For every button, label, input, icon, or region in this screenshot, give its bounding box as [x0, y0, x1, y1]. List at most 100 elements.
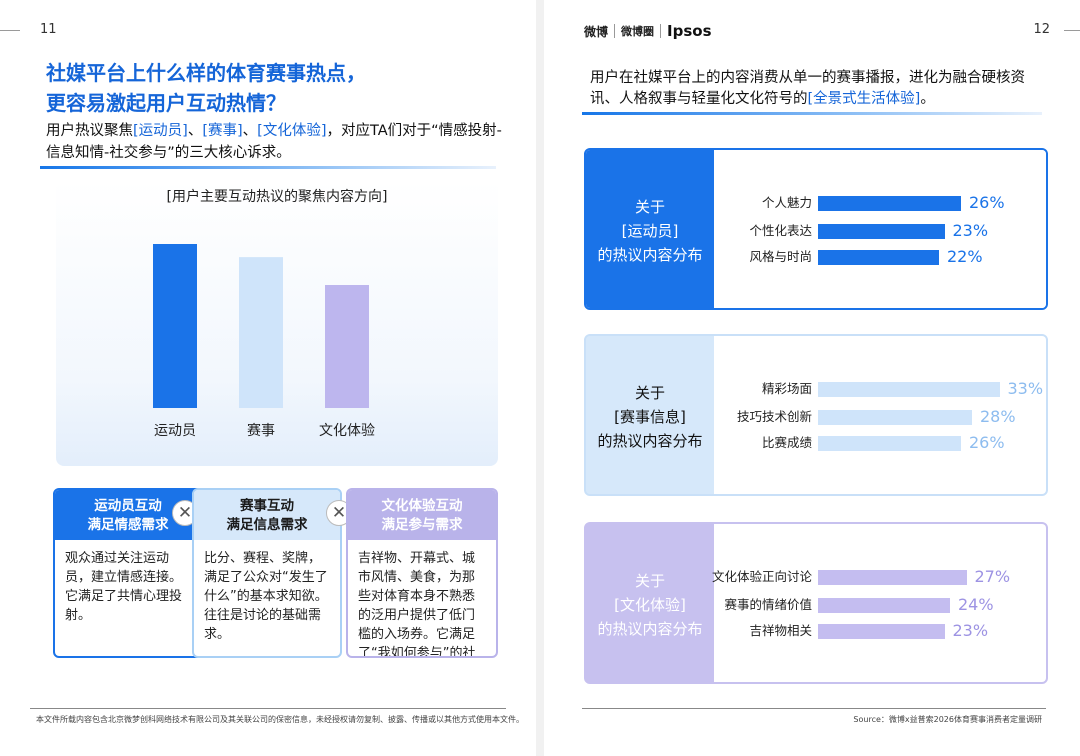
bar-1: [153, 244, 197, 408]
bar-row-value: 24%: [958, 595, 994, 614]
accent-rule-left: [40, 166, 496, 169]
box-body: 吉祥物、开幕式、城市风情、美食，为那些对体育本身不熟悉的泛用户提供了低门槛的入场…: [358, 551, 476, 658]
bar-row-bar: [818, 196, 961, 211]
bar-row: 个性化表达 23%: [714, 221, 1046, 240]
section-label-line-2: [赛事信息]: [614, 408, 686, 426]
source-footer: Source：微博x益普索2026体育赛事消费者定量调研: [853, 715, 1042, 724]
circle-logo: 微博圈: [621, 25, 655, 38]
logo-divider: [660, 24, 662, 38]
section-label-line-1: 关于: [634, 384, 665, 402]
bar-label-event: 赛事: [247, 423, 275, 439]
bar-row: 风格与时尚 22%: [714, 247, 1046, 266]
bar-row: 文化体验正向讨论 27%: [711, 567, 1046, 586]
subtitle-part-2: ，对应TA们对于“情感投射-信息知情-社交参与”的三大核心诉求。: [46, 123, 502, 161]
culture-interaction-box: 文化体验互动 满足参与需求 吉祥物、开幕式、城市风情、美食，为那些对体育本身不熟…: [346, 488, 498, 658]
bar-row: 个人魅力 26%: [714, 193, 1046, 212]
bar-row: 吉祥物相关 23%: [714, 621, 1046, 640]
bar-row: 技巧技术创新 28%: [714, 407, 1046, 426]
subtitle-part-1: 用户热议聚焦: [46, 123, 133, 139]
bar-row: 比赛成绩 26%: [714, 433, 1046, 452]
box-header: 文化体验互动 满足参与需求: [348, 490, 496, 540]
box-header-line-2: 满足情感需求: [87, 517, 169, 533]
bar-row-label: 文化体验正向讨论: [711, 569, 812, 584]
box-header-line-2: 满足信息需求: [226, 517, 308, 533]
box-header: 赛事互动 满足信息需求: [194, 490, 340, 540]
page-number-right: 12: [1033, 22, 1050, 37]
bar-row-bar: [818, 410, 972, 425]
box-header-line-1: 运动员互动: [94, 498, 162, 514]
accent-rule-right: [582, 112, 1042, 115]
bar-row-label: 赛事的情绪价值: [724, 597, 812, 612]
box-header: 运动员互动 满足情感需求: [55, 490, 201, 540]
event-interaction-box: 赛事互动 满足信息需求 比分、赛程、奖牌，满足了公众对“发生了什么”的基本求知欲…: [192, 488, 342, 658]
bar-2: [239, 257, 283, 408]
section-label: 关于 [文化体验] 的热议内容分布: [586, 524, 714, 682]
ipsos-logo: Ipsos: [667, 22, 712, 40]
bar-row-bar: [818, 250, 939, 265]
bar-row-value: 26%: [969, 433, 1005, 452]
top-rule-right: [1064, 30, 1080, 31]
bar-chart: [153, 244, 369, 408]
right-page: 微博 微博圈 Ipsos 12 用户在社媒平台上的内容消费从单一的赛事播报，进化…: [544, 0, 1080, 756]
bar-row-label: 技巧技术创新: [736, 409, 812, 424]
section-label-line-2: [文化体验]: [614, 596, 686, 614]
bar-label-culture: 文化体验: [319, 423, 375, 439]
bar-row: 精彩场面 33%: [714, 379, 1046, 398]
page-number-left: 11: [40, 22, 57, 37]
box-header-line-1: 文化体验互动: [381, 498, 463, 514]
bar-row-value: 33%: [1007, 379, 1044, 398]
bar-row-value: 27%: [974, 567, 1011, 586]
bar-row-bar: [818, 436, 961, 451]
desc-end: 。: [920, 91, 935, 107]
subtitle-sep-1: 、: [187, 123, 203, 139]
athlete-interaction-box: 运动员互动 满足情感需求 观众通过关注运动员，建立情感连接。它满足了共情心理投射…: [53, 488, 203, 658]
subtitle-sep-2: 、: [242, 123, 258, 139]
bar-row-bar: [818, 624, 945, 639]
title-line-2: 更容易激起用户互动热情？: [46, 91, 286, 115]
subtitle: 用户热议聚焦[运动员]、[赛事]、[文化体验]，对应TA们对于“情感投射-信息知…: [46, 120, 506, 164]
bar-chart-card: [用户主要互动热议的聚焦内容方向] 运动员 赛事 文化体验: [56, 180, 498, 466]
bar-3: [325, 285, 369, 408]
section-label-line-2: [运动员]: [621, 222, 679, 240]
tag-athlete: [运动员]: [133, 123, 188, 139]
section-label-line-1: 关于: [634, 572, 665, 590]
tag-event: [赛事]: [202, 123, 243, 139]
section-label-line-3: 的热议内容分布: [597, 620, 703, 638]
page-title: 社媒平台上什么样的体育赛事热点， 更容易激起用户互动热情？: [46, 58, 506, 118]
bar-label-athlete: 运动员: [154, 423, 196, 439]
confidentiality-footer: 本文件所载内容包含北京微梦创科网络技术有限公司及其关联公司的保密信息，未经授权请…: [36, 715, 524, 724]
bar-row-label: 个性化表达: [749, 223, 812, 238]
section-label-line-1: 关于: [634, 198, 665, 216]
page-gutter: [536, 0, 544, 756]
section-bars: 精彩场面 33% 技巧技术创新 28% 比赛成绩 26%: [714, 336, 1046, 494]
bar-row-value: 26%: [969, 193, 1005, 212]
bar-row-value: 28%: [980, 407, 1016, 426]
footer-rule-right: [582, 708, 1046, 709]
section-bars: 文化体验正向讨论 27% 赛事的情绪价值 24% 吉祥物相关 23%: [711, 524, 1046, 682]
logo-bar: 微博 微博圈 Ipsos: [584, 20, 712, 42]
footer-rule-left: [30, 708, 506, 709]
section-label-line-3: 的热议内容分布: [597, 432, 703, 450]
title-line-1: 社媒平台上什么样的体育赛事热点，: [46, 61, 366, 85]
bar-row: 赛事的情绪价值 24%: [714, 595, 1046, 614]
bar-row-label: 风格与时尚: [749, 249, 812, 264]
bar-row-label: 个人魅力: [761, 195, 812, 210]
section-label: 关于 [赛事信息] 的热议内容分布: [586, 336, 714, 494]
desc-tag: [全景式生活体验]: [807, 91, 921, 107]
section-label: 关于 [运动员] 的热议内容分布: [586, 150, 714, 308]
tag-culture: [文化体验]: [257, 123, 327, 139]
desc-text: 用户在社媒平台上的内容消费从单一的赛事播报，进化为融合硬核资讯、人格叙事与轻量化…: [590, 70, 1025, 107]
left-page: 11 社媒平台上什么样的体育赛事热点， 更容易激起用户互动热情？ 用户热议聚焦[…: [0, 0, 536, 756]
bar-row-label: 比赛成绩: [761, 435, 812, 450]
bar-row-value: 23%: [952, 621, 989, 640]
bar-row-label: 精彩场面: [761, 381, 812, 396]
box-header-line-2: 满足参与需求: [381, 517, 463, 533]
chart-title: [用户主要互动热议的聚焦内容方向]: [166, 189, 388, 205]
culture-distribution-section: 关于 [文化体验] 的热议内容分布 文化体验正向讨论 27% 赛事的情绪价值 24% 吉…: [584, 522, 1048, 684]
box-body: 观众通过关注运动员，建立情感连接。它满足了共情心理投射。: [65, 551, 183, 623]
logo-divider: [614, 24, 616, 38]
bar-row-bar: [818, 570, 967, 585]
section-bars: 个人魅力 26% 个性化表达 23% 风格与时尚 22%: [714, 150, 1046, 308]
bar-row-bar: [818, 382, 1000, 397]
event-distribution-section: 关于 [赛事信息] 的热议内容分布 精彩场面 33% 技巧技术创新 28% 比赛成绩 26…: [584, 334, 1048, 496]
